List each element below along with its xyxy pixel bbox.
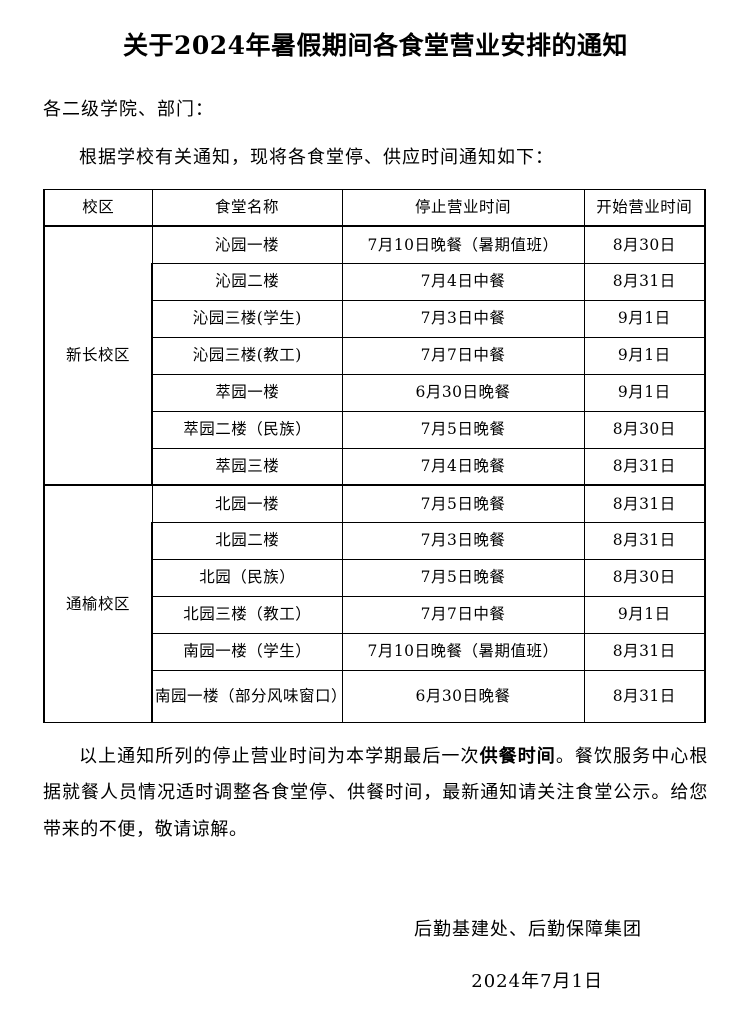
cell-stop-time: 7月7日中餐 [341, 336, 585, 375]
cell-stop-time: 7月4日中餐 [341, 262, 585, 301]
cell-canteen-name: 北园三楼（教工） [151, 595, 343, 634]
column-header-canteen: 食堂名称 [151, 188, 343, 227]
cell-start-time: 8月31日 [583, 447, 706, 486]
closing-paragraph: 以上通知所列的停止营业时间为本学期最后一次供餐时间。餐饮服务中心根据就餐人员情况… [43, 739, 708, 850]
notice-document-page: 关于2024年暑假期间各食堂营业安排的通知 各二级学院、部门： 根据学校有关通知… [0, 30, 751, 1035]
cell-start-time: 8月31日 [583, 669, 706, 723]
table-row: 南园一楼（部分风味窗口） 6月30日晚餐 8月31日 [44, 669, 706, 723]
intro-paragraph: 根据学校有关通知，现将各食堂停、供应时间通知如下： [79, 146, 554, 168]
cell-start-time: 9月1日 [583, 373, 706, 412]
cell-campus: 通榆校区 [43, 484, 153, 723]
cell-stop-time: 7月5日晚餐 [341, 558, 585, 597]
table-row: 通榆校区 北园一楼 7月5日晚餐 8月31日 [43, 484, 706, 723]
table-row: 北园二楼 7月3日晚餐 8月31日 [44, 521, 706, 560]
cell-canteen-name: 沁园二楼 [151, 262, 343, 301]
cell-start-time: 9月1日 [583, 336, 706, 375]
table-row: 新长校区 沁园一楼 7月10日晚餐（暑期值班） 8月30日 [43, 225, 706, 486]
table-row: 北园（民族） 7月5日晚餐 8月30日 [44, 558, 706, 597]
closing-text-part1: 以上通知所列的停止营业时间为本学期最后一次 [79, 745, 480, 767]
cell-start-time: 8月30日 [583, 225, 706, 264]
cell-stop-time: 7月10日晚餐（暑期值班） [341, 632, 585, 671]
column-header-stop-time: 停止营业时间 [341, 188, 585, 227]
cell-start-time: 9月1日 [583, 595, 706, 634]
closing-text-part2: 。餐饮服务中心根据就餐人员情况适时调整各食堂停、供餐时间，最新通知请关注食堂公示… [43, 745, 708, 841]
cell-stop-time: 7月7日中餐 [341, 595, 585, 634]
cell-stop-time: 7月3日中餐 [341, 299, 585, 338]
cell-start-time: 8月30日 [583, 410, 706, 449]
column-header-start-time: 开始营业时间 [583, 188, 706, 227]
table-row: 沁园三楼(学生) 7月3日中餐 9月1日 [44, 299, 706, 338]
cell-start-time: 9月1日 [583, 299, 706, 338]
signature-date: 2024年7月1日 [471, 971, 603, 993]
closing-text-emphasis: 供餐时间 [479, 745, 556, 767]
canteen-schedule-table: 校区 食堂名称 停止营业时间 开始营业时间 新长校区 沁园一楼 7月10日晚餐（暑期… [43, 188, 706, 723]
signature-line: 后勤基建处、后勤保障集团 [414, 919, 642, 941]
table-row: 萃园三楼 7月4日晚餐 8月31日 [44, 447, 706, 486]
cell-campus: 新长校区 [43, 225, 153, 486]
cell-stop-time: 7月4日晚餐 [341, 447, 585, 486]
cell-canteen-name: 北园（民族） [151, 558, 343, 597]
table-row: 沁园二楼 7月4日中餐 8月31日 [44, 262, 706, 301]
cell-stop-time: 7月5日晚餐 [341, 484, 585, 523]
cell-canteen-name: 南园一楼（部分风味窗口） [151, 669, 347, 723]
cell-canteen-name: 北园一楼 [151, 484, 343, 523]
cell-canteen-name: 萃园三楼 [151, 447, 343, 486]
table-row: 萃园二楼（民族） 7月5日晚餐 8月30日 [44, 410, 706, 449]
cell-stop-time: 7月5日晚餐 [341, 410, 585, 449]
table-header-row: 校区 食堂名称 停止营业时间 开始营业时间 [43, 188, 706, 227]
cell-start-time: 8月30日 [583, 558, 706, 597]
cell-canteen-name: 沁园一楼 [151, 225, 343, 264]
cell-canteen-name: 萃园二楼（民族） [151, 410, 343, 449]
table-row: 沁园三楼(教工) 7月7日中餐 9月1日 [44, 336, 706, 375]
cell-start-time: 8月31日 [583, 632, 706, 671]
cell-stop-time: 7月3日晚餐 [341, 521, 585, 560]
salutation-text: 各二级学院、部门： [43, 98, 214, 120]
cell-start-time: 8月31日 [583, 521, 706, 560]
table-row: 萃园一楼 6月30日晚餐 9月1日 [44, 373, 706, 412]
cell-stop-time: 7月10日晚餐（暑期值班） [341, 225, 585, 264]
cell-canteen-name: 萃园一楼 [151, 373, 343, 412]
cell-canteen-name: 南园一楼（学生） [151, 632, 343, 671]
cell-start-time: 8月31日 [583, 484, 706, 523]
cell-canteen-name: 北园二楼 [151, 521, 343, 560]
cell-canteen-name: 沁园三楼(学生) [151, 299, 343, 338]
cell-start-time: 8月31日 [583, 262, 706, 301]
cell-canteen-name: 沁园三楼(教工) [151, 336, 343, 375]
column-header-campus: 校区 [43, 188, 153, 227]
table-row: 北园三楼（教工） 7月7日中餐 9月1日 [44, 595, 706, 634]
table-row: 南园一楼（学生） 7月10日晚餐（暑期值班） 8月31日 [44, 632, 706, 671]
page-title: 关于2024年暑假期间各食堂营业安排的通知 [122, 31, 629, 60]
cell-stop-time: 6月30日晚餐 [341, 669, 585, 723]
cell-stop-time: 6月30日晚餐 [341, 373, 585, 412]
